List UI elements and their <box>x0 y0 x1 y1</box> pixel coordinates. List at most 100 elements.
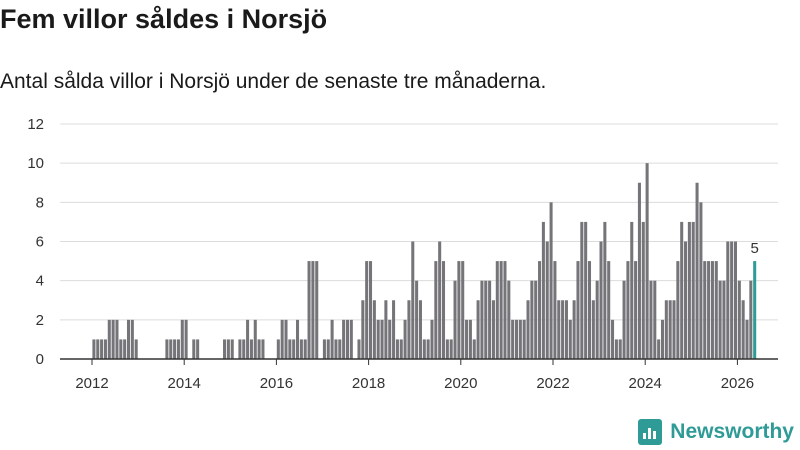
bar <box>476 300 480 359</box>
bar <box>672 300 676 359</box>
bar <box>130 319 134 359</box>
bar <box>626 261 630 359</box>
bar <box>296 319 300 359</box>
bar <box>103 339 107 359</box>
bar <box>468 319 472 359</box>
bar <box>165 339 169 359</box>
bar <box>361 300 365 359</box>
bar <box>541 221 545 359</box>
bar <box>392 300 396 359</box>
bar <box>453 280 457 359</box>
bar <box>591 300 595 359</box>
bar <box>680 221 684 359</box>
bar <box>737 280 741 359</box>
bar <box>710 261 714 359</box>
bar <box>634 261 638 359</box>
bar <box>434 261 438 359</box>
bar <box>376 319 380 359</box>
bar <box>326 339 330 359</box>
bar <box>311 261 315 359</box>
bar <box>664 300 668 359</box>
bar <box>403 319 407 359</box>
bar <box>457 261 461 359</box>
bar <box>733 241 737 359</box>
bar <box>315 261 319 359</box>
bar <box>607 261 611 359</box>
bar <box>180 319 184 359</box>
bar <box>230 339 234 359</box>
chart-subtitle: Antal sålda villor i Norsjö under de sen… <box>0 70 547 93</box>
bar <box>280 319 284 359</box>
bar <box>284 319 288 359</box>
bar <box>249 339 253 359</box>
x-tick-label: 2012 <box>75 375 108 392</box>
bar <box>253 319 257 359</box>
x-tick-label: 2024 <box>629 375 662 392</box>
y-tick-label: 8 <box>36 194 44 211</box>
bar <box>649 280 653 359</box>
bar <box>645 163 649 359</box>
bar <box>641 221 645 359</box>
bar <box>603 221 607 359</box>
latest-value-label: 5 <box>751 240 759 257</box>
x-tick-label: 2026 <box>721 375 754 392</box>
bar <box>134 339 138 359</box>
bar <box>119 339 123 359</box>
bar <box>630 221 634 359</box>
bar <box>226 339 230 359</box>
bar <box>687 221 691 359</box>
bar <box>365 261 369 359</box>
bar <box>307 261 311 359</box>
bar <box>549 202 553 359</box>
bar <box>726 241 730 359</box>
bar <box>595 280 599 359</box>
bar <box>538 261 542 359</box>
bar <box>564 300 568 359</box>
bar <box>653 280 657 359</box>
y-tick-label: 6 <box>36 234 44 251</box>
bar <box>472 339 476 359</box>
bar <box>422 339 426 359</box>
y-tick-label: 10 <box>27 155 44 172</box>
bar <box>223 339 227 359</box>
bar <box>184 319 188 359</box>
bar <box>572 300 576 359</box>
bar <box>246 319 250 359</box>
bar <box>384 300 388 359</box>
bar <box>522 319 526 359</box>
bar <box>622 280 626 359</box>
bar <box>668 300 672 359</box>
bar <box>430 319 434 359</box>
bar-latest <box>753 261 757 359</box>
bar <box>276 339 280 359</box>
bar <box>587 261 592 359</box>
bar <box>461 261 465 359</box>
bar <box>614 339 618 359</box>
brand-name: Newsworthy <box>670 420 794 443</box>
bar <box>553 261 557 359</box>
bar <box>660 319 665 359</box>
bar <box>342 319 346 359</box>
bar <box>357 339 361 359</box>
bar <box>380 319 384 359</box>
bar <box>618 339 622 359</box>
bar <box>491 300 495 359</box>
bar <box>484 280 488 359</box>
bar <box>345 319 349 359</box>
bar <box>330 319 334 359</box>
bar <box>292 339 296 359</box>
bar <box>334 339 338 359</box>
bar <box>568 319 572 359</box>
bar <box>707 261 711 359</box>
bar <box>718 280 722 359</box>
bar <box>557 300 561 359</box>
bar <box>695 182 699 359</box>
bar <box>465 319 469 359</box>
x-tick-label: 2014 <box>168 375 201 392</box>
bar <box>480 280 484 359</box>
bar <box>526 300 530 359</box>
newsworthy-logo-icon <box>638 419 663 445</box>
bar <box>395 339 399 359</box>
bar <box>369 261 373 359</box>
bar <box>445 339 449 359</box>
